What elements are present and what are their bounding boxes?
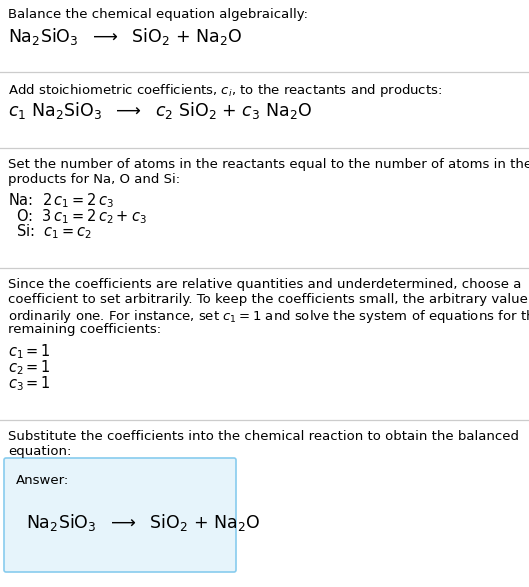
Text: Substitute the coefficients into the chemical reaction to obtain the balanced: Substitute the coefficients into the che…: [8, 430, 519, 443]
Text: Si:  $c_1 = c_2$: Si: $c_1 = c_2$: [16, 222, 92, 241]
Text: O:  $3\,c_1 = 2\,c_2 + c_3$: O: $3\,c_1 = 2\,c_2 + c_3$: [16, 207, 147, 225]
Text: Set the number of atoms in the reactants equal to the number of atoms in the: Set the number of atoms in the reactants…: [8, 158, 529, 171]
Text: $\mathrm{Na_2SiO_3}$  $\longrightarrow$  $\mathrm{SiO_2}$ + $\mathrm{Na_2O}$: $\mathrm{Na_2SiO_3}$ $\longrightarrow$ $…: [8, 26, 242, 47]
Text: Na:  $2\,c_1 = 2\,c_3$: Na: $2\,c_1 = 2\,c_3$: [8, 191, 114, 210]
Text: products for Na, O and Si:: products for Na, O and Si:: [8, 173, 180, 186]
Text: $c_2 = 1$: $c_2 = 1$: [8, 358, 51, 377]
Text: ordinarily one. For instance, set $c_1 = 1$ and solve the system of equations fo: ordinarily one. For instance, set $c_1 =…: [8, 308, 529, 325]
Text: equation:: equation:: [8, 445, 71, 458]
Text: Answer:: Answer:: [16, 474, 69, 487]
Text: Since the coefficients are relative quantities and underdetermined, choose a: Since the coefficients are relative quan…: [8, 278, 522, 291]
Text: $\mathrm{Na_2SiO_3}$  $\longrightarrow$  $\mathrm{SiO_2}$ + $\mathrm{Na_2O}$: $\mathrm{Na_2SiO_3}$ $\longrightarrow$ $…: [26, 512, 260, 533]
Text: remaining coefficients:: remaining coefficients:: [8, 323, 161, 336]
Text: Balance the chemical equation algebraically:: Balance the chemical equation algebraica…: [8, 8, 308, 21]
Text: $c_1 = 1$: $c_1 = 1$: [8, 342, 51, 360]
Text: coefficient to set arbitrarily. To keep the coefficients small, the arbitrary va: coefficient to set arbitrarily. To keep …: [8, 293, 529, 306]
Text: $c_1$ $\mathrm{Na_2SiO_3}$  $\longrightarrow$  $c_2$ $\mathrm{SiO_2}$ + $c_3$ $\: $c_1$ $\mathrm{Na_2SiO_3}$ $\longrightar…: [8, 100, 312, 121]
Text: $c_3 = 1$: $c_3 = 1$: [8, 374, 51, 393]
FancyBboxPatch shape: [4, 458, 236, 572]
Text: Add stoichiometric coefficients, $c_i$, to the reactants and products:: Add stoichiometric coefficients, $c_i$, …: [8, 82, 442, 99]
